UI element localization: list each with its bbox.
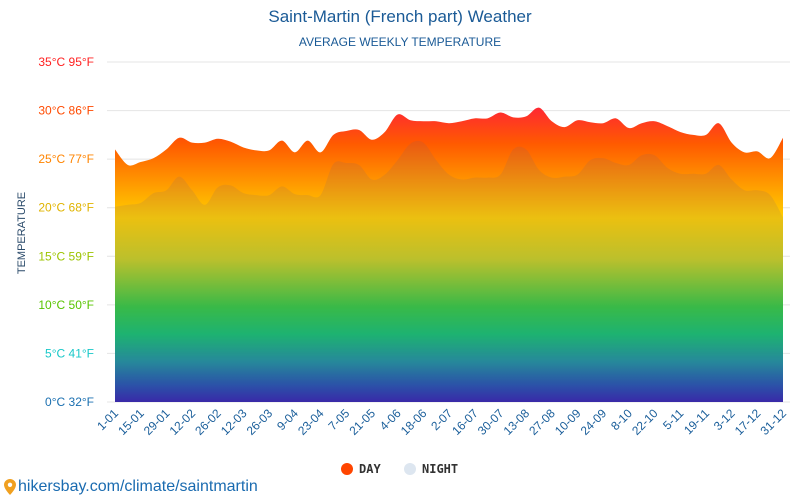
x-tick-label: 12-02 [167, 406, 199, 438]
x-tick-label: 18-06 [398, 406, 430, 438]
x-tick-label: 13-08 [501, 406, 533, 438]
footer-link[interactable]: hikersbay.com/climate/saintmartin [4, 478, 258, 496]
x-tick-label: 15-01 [115, 406, 147, 438]
legend-night-label: NIGHT [422, 462, 459, 476]
chart-title: Saint-Martin (French part) Weather [268, 7, 532, 26]
night-area [115, 140, 783, 402]
x-tick-label: 19-11 [681, 406, 712, 437]
x-tick-label: 21-05 [346, 406, 378, 438]
chart-subtitle: AVERAGE WEEKLY TEMPERATURE [298, 35, 502, 49]
y-tick-label: 0°C 32°F [45, 395, 94, 409]
y-axis-label: TEMPERATURE [16, 192, 28, 274]
y-tick-label: 20°C 68°F [38, 201, 94, 215]
x-tick-label: 12-03 [218, 406, 250, 438]
y-tick-label: 10°C 50°F [38, 298, 94, 312]
map-pin-icon [4, 479, 16, 495]
day-area [115, 107, 783, 403]
x-tick-label: 17-12 [732, 406, 764, 438]
x-tick-label: 29-01 [141, 406, 173, 438]
x-tick-label: 26-03 [244, 406, 276, 438]
x-tick-label: 31-12 [758, 406, 790, 438]
x-tick-label: 10-09 [552, 406, 584, 438]
x-tick-label: 23-04 [295, 406, 327, 438]
y-tick-label: 5°C 41°F [45, 346, 94, 360]
legend-night[interactable]: NIGHT [404, 462, 458, 476]
x-tick-label: 26-02 [192, 406, 224, 438]
y-tick-label: 35°C 95°F [38, 55, 94, 69]
x-tick-label: 24-09 [578, 406, 610, 438]
x-tick-label: 16-07 [449, 406, 481, 438]
legend-day[interactable]: DAY [341, 462, 381, 476]
x-tick-label: 30-07 [475, 406, 507, 438]
day-dot-icon [341, 463, 353, 475]
y-tick-label: 30°C 86°F [38, 104, 94, 118]
y-tick-label: 15°C 59°F [38, 249, 94, 263]
x-tick-label: 27-08 [526, 406, 558, 438]
footer-link-text: hikersbay.com/climate/saintmartin [18, 478, 258, 495]
temperature-chart: 0°C 32°F 5°C 41°F 10°C 50°F 15°C 59°F 20°C 6… [16, 55, 790, 438]
x-tick-label: 22-10 [629, 406, 661, 438]
y-tick-label: 25°C 77°F [38, 152, 94, 166]
legend-day-label: DAY [359, 462, 381, 476]
night-dot-icon [404, 463, 416, 475]
